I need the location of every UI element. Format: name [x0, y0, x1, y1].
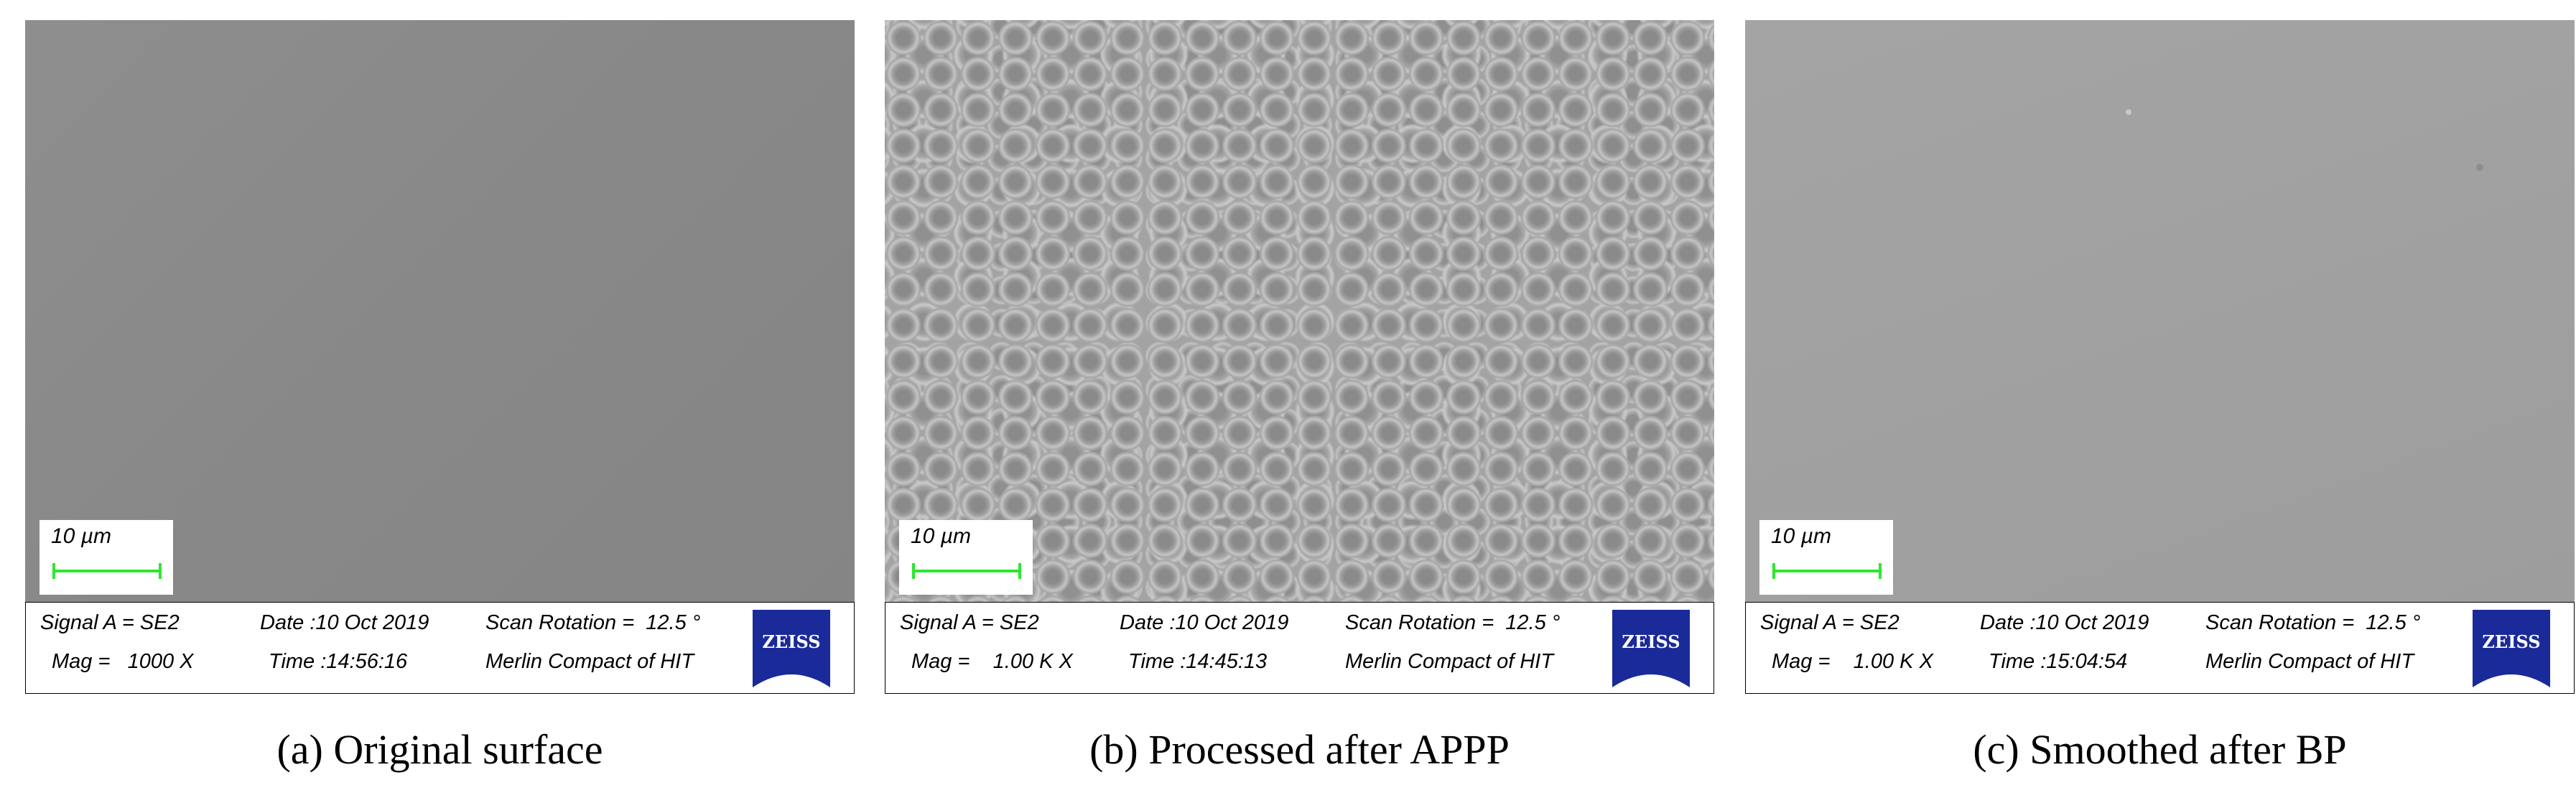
- scale-bar: [1772, 563, 1882, 579]
- sem-info-bar: Signal A = SE2 Mag = 1000 X Date :10 Oct…: [25, 602, 855, 694]
- instrument-text: Merlin Compact of HIT: [1345, 650, 1554, 673]
- sem-image-original: 10 µm: [25, 20, 855, 602]
- scale-bar-label: 10 µm: [51, 524, 111, 548]
- instrument-text: Merlin Compact of HIT: [485, 650, 694, 673]
- mag-text: Mag = 1.00 K X: [1772, 650, 1933, 673]
- surface-speck: [2476, 164, 2483, 171]
- scale-bar-box: 10 µm: [39, 520, 173, 595]
- signal-text: Signal A = SE2: [1760, 611, 1900, 634]
- scale-bar-box: 10 µm: [1759, 520, 1893, 595]
- panel-caption: (a) Original surface: [276, 726, 603, 773]
- instrument-text: Merlin Compact of HIT: [2205, 650, 2414, 673]
- scale-bar-label: 10 µm: [1771, 524, 1831, 548]
- sem-panel-processed: 10 µm Signal A = SE2 Mag = 1.00 K X Date…: [885, 0, 1714, 803]
- mag-text: Mag = 1000 X: [52, 650, 194, 673]
- scale-bar: [52, 563, 162, 579]
- scan-rotation-text: Scan Rotation = 12.5 °: [1345, 611, 1561, 634]
- date-text: Date :10 Oct 2019: [260, 611, 429, 634]
- zeiss-logo-arc: [753, 674, 830, 687]
- mag-text: Mag = 1.00 K X: [911, 650, 1073, 673]
- panel-caption: (c) Smoothed after BP: [1973, 726, 2347, 773]
- panel-caption: (b) Processed after APPP: [1089, 726, 1510, 773]
- zeiss-logo-text: ZEISS: [2482, 631, 2541, 652]
- time-text: Time :15:04:54: [1989, 650, 2128, 673]
- date-text: Date :10 Oct 2019: [1980, 611, 2149, 634]
- scan-rotation-text: Scan Rotation = 12.5 °: [2205, 611, 2421, 634]
- signal-text: Signal A = SE2: [40, 611, 180, 634]
- zeiss-logo-arc: [1612, 674, 1690, 687]
- signal-text: Signal A = SE2: [900, 611, 1039, 634]
- date-text: Date :10 Oct 2019: [1120, 611, 1289, 634]
- sem-panel-original: 10 µm Signal A = SE2 Mag = 1000 X Date :…: [25, 0, 855, 803]
- scan-rotation-text: Scan Rotation = 12.5 °: [485, 611, 701, 634]
- scale-bar-label: 10 µm: [911, 524, 971, 548]
- time-text: Time :14:56:16: [269, 650, 408, 673]
- sem-info-bar: Signal A = SE2 Mag = 1.00 K X Date :10 O…: [885, 602, 1714, 694]
- sem-info-bar: Signal A = SE2 Mag = 1.00 K X Date :10 O…: [1745, 602, 2575, 694]
- zeiss-logo: ZEISS: [753, 610, 830, 687]
- zeiss-logo: ZEISS: [2473, 610, 2550, 687]
- zeiss-logo-text: ZEISS: [762, 631, 821, 652]
- sem-image-processed: 10 µm: [885, 20, 1714, 602]
- zeiss-logo-text: ZEISS: [1622, 631, 1680, 652]
- zeiss-logo: ZEISS: [1612, 610, 1690, 687]
- sem-image-smoothed: 10 µm: [1745, 20, 2575, 602]
- zeiss-logo-arc: [2473, 674, 2550, 687]
- surface-speck: [2126, 109, 2131, 115]
- scale-bar: [912, 563, 1021, 579]
- scale-bar-box: 10 µm: [899, 520, 1033, 595]
- time-text: Time :14:45:13: [1128, 650, 1268, 673]
- sem-panel-smoothed: 10 µm Signal A = SE2 Mag = 1.00 K X Date…: [1745, 0, 2575, 803]
